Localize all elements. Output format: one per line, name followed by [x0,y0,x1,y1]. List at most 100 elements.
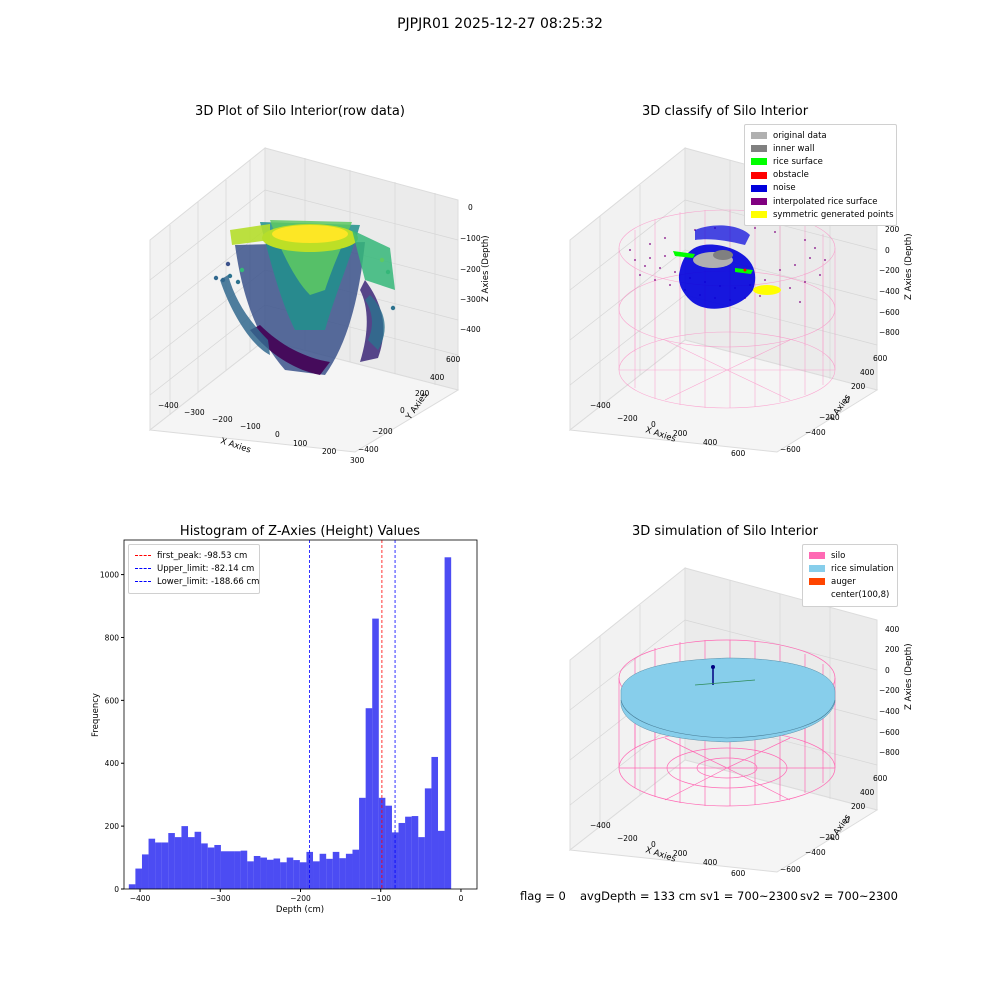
y-tick: 400 [860,368,875,377]
y-tick-label: 400 [105,759,120,768]
legend-swatch [751,171,767,179]
x-tick: −100 [240,422,261,431]
x-tick: 400 [703,858,718,867]
y-tick: 200 [851,802,866,811]
footer-flag: flag = 0 [520,889,566,903]
simulation-legend: silo rice simulation auger center(100,8) [802,544,898,607]
y-tick: 400 [860,788,875,797]
x-tick: −300 [184,408,205,417]
x-tick: 200 [322,447,337,456]
legend-swatch [751,158,767,166]
histogram-bar [155,842,162,889]
z-tick: −200 [879,266,900,275]
legend-item-obstacle: obstacle [751,169,890,182]
z-tick: −800 [879,328,900,337]
y-tick: 0 [845,816,850,825]
histogram-bar [424,788,432,889]
y-tick: 0 [400,406,405,415]
legend-item-noise: noise [751,182,890,195]
histogram-bar [148,838,156,889]
z-tick: −300 [460,295,481,304]
histogram-bar [365,708,373,889]
y-tick: 200 [415,389,430,398]
histogram-bar [444,557,452,889]
x-tick-label: −200 [290,894,311,903]
legend-line [135,581,151,583]
y-tick: −200 [819,833,840,842]
y-tick: 400 [430,373,445,382]
y-tick: 0 [845,396,850,405]
z-tick: −200 [460,265,481,274]
z-tick: −400 [879,707,900,716]
simulation-3d-plot[interactable]: −400 −200 0 200 400 600 X Axies −600 −40… [555,550,935,890]
legend-swatch [751,145,767,153]
histogram-bar [313,861,320,889]
legend-swatch [751,184,767,192]
classify-3d-plot[interactable]: −400 −200 0 200 400 600 X Axies −600 −40… [555,130,935,470]
histogram-bar [372,618,379,889]
histogram-bar [319,853,327,889]
x-tick: 600 [731,869,746,878]
histogram-bar [227,851,235,889]
histogram-x-ticks: −400 −300 −200 −100 0 [130,889,464,903]
histogram-bar [345,853,353,889]
center-marker [711,665,715,669]
x-tick: −200 [212,415,233,424]
legend-item-inner-wall: inner wall [751,142,890,155]
histogram-bar [378,797,386,889]
legend-item-center: center(100,8) [809,589,891,602]
raw-data-points [213,220,396,375]
legend-item-first-peak: first_peak: -98.53 cm [135,549,253,562]
legend-swatch [809,565,825,573]
raw-z-axis-label: Z Axies (Depth) [481,235,491,302]
obstacle-point [743,268,747,272]
y-tick-label: 0 [114,885,119,894]
histogram-bar [253,855,261,889]
histogram-bar [220,851,228,889]
raw-z-tick-labels: 0 −100 −200 −300 −400 [460,203,481,334]
x-tick: −400 [590,401,611,410]
x-tick: 0 [651,420,656,429]
y-tick-label: 200 [105,822,120,831]
histogram-bar [332,851,340,889]
histogram-bar [207,847,215,889]
legend-item-lower-limit: Lower_limit: -188.66 cm [135,575,259,588]
footer-sv1: sv1 = 700~2300 [700,889,798,903]
z-tick: −600 [879,728,900,737]
histogram-bar [286,857,294,889]
histogram-x-axis-label: Depth (cm) [276,905,324,915]
classify-panel-title: 3D classify of Silo Interior [641,104,809,119]
histogram-bar [188,837,195,889]
z-tick: 0 [468,203,473,212]
y-tick: −600 [780,445,801,454]
raw-data-3d-plot[interactable]: −400 −300 −200 −100 0 100 200 300 X Axie… [120,130,500,470]
legend-item-symmetric-generated-points: symmetric generated points [751,208,894,221]
raw-y-tick-labels: −400 −200 0 200 400 600 [358,355,461,454]
y-tick: −200 [372,427,393,436]
y-tick: −400 [805,428,826,437]
classify-x-tick-labels: −400 −200 0 200 400 600 [590,401,746,458]
z-tick: 400 [885,625,900,634]
y-tick: −600 [780,865,801,874]
z-tick: 0 [885,666,890,675]
x-tick-label: −300 [210,894,231,903]
x-tick: −400 [158,401,179,410]
histogram-bars [128,557,452,889]
histogram-chart[interactable]: −400 −300 −200 −100 0 0 200 400 600 800 1000 Dept… [80,535,490,920]
histogram-bar [214,844,221,889]
legend-item-interpolated-rice-surface: interpolated rice surface [751,195,890,208]
x-tick: 200 [673,429,688,438]
histogram-bar [273,858,281,889]
legend-swatch [751,132,767,140]
histogram-bar [174,837,182,889]
histogram-bar [161,842,169,889]
raw-data-panel-title: 3D Plot of Silo Interior(row data) [195,104,405,119]
z-tick: −100 [460,234,481,243]
x-tick-label: −400 [130,894,151,903]
legend-swatch [809,552,825,560]
rice-surface-points [673,251,695,258]
y-tick: 600 [446,355,461,364]
z-tick: −400 [460,325,481,334]
x-tick: 400 [703,438,718,447]
histogram-bar [405,816,412,889]
